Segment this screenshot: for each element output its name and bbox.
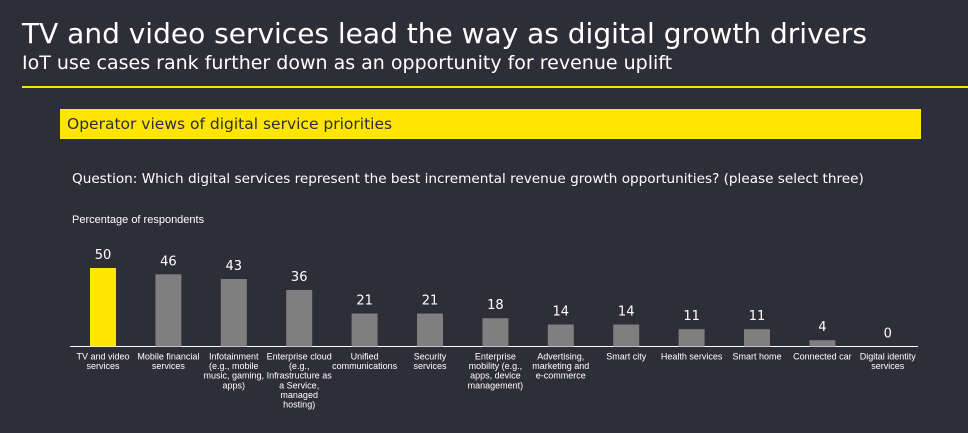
category-label: Advertising, marketing and e-commerce (532, 352, 589, 381)
category-label: Infotainment (e.g., mobile music, gaming, a… (204, 352, 265, 391)
bar (678, 329, 705, 347)
category-label: Unified communications (332, 352, 398, 372)
bar (351, 313, 378, 347)
data-label: 46 (160, 254, 177, 269)
data-label: 21 (356, 294, 373, 309)
bar (90, 268, 116, 347)
data-label: 0 (884, 327, 892, 342)
divider (22, 86, 968, 88)
category-label: Connected car (793, 352, 852, 362)
category-label: TV and video services (76, 352, 129, 372)
y-axis-label: Percentage of respondents (72, 214, 205, 226)
category-label: Smart home (732, 352, 781, 362)
bar (613, 324, 640, 347)
data-label: 14 (553, 305, 570, 320)
survey-question: Question: Which digital services represe… (72, 171, 864, 187)
bar (286, 289, 313, 347)
bar (482, 318, 509, 347)
data-label: 18 (487, 298, 504, 313)
data-label: 43 (226, 259, 243, 274)
page-title: TV and video services lead the way as di… (22, 17, 867, 50)
category-label: Mobile financial services (137, 352, 199, 372)
bar (809, 340, 836, 347)
data-label: 11 (749, 309, 766, 324)
data-label: 50 (95, 248, 112, 263)
bar (547, 324, 574, 347)
data-label: 36 (291, 270, 308, 285)
section-banner: Operator views of digital service priori… (60, 109, 921, 139)
category-label: Health services (661, 352, 723, 362)
category-label: Enterprise cloud (e.g., Infrastructure as a… (267, 352, 333, 410)
page-subtitle: IoT use cases rank further down as an op… (22, 52, 673, 74)
category-label: Digital identity services (860, 352, 917, 372)
bar (417, 313, 443, 347)
bar (155, 274, 182, 347)
data-label: 21 (422, 294, 439, 309)
data-label: 14 (618, 305, 635, 320)
data-label: 11 (683, 309, 700, 324)
data-label: 4 (818, 320, 826, 335)
category-label: Security services (413, 352, 447, 372)
bar (744, 329, 770, 347)
category-label: Enterprise mobility (e.g., apps, device man… (468, 352, 524, 391)
category-label: Smart city (606, 352, 647, 362)
section-banner-label: Operator views of digital service priori… (67, 115, 393, 133)
bar (220, 278, 247, 347)
